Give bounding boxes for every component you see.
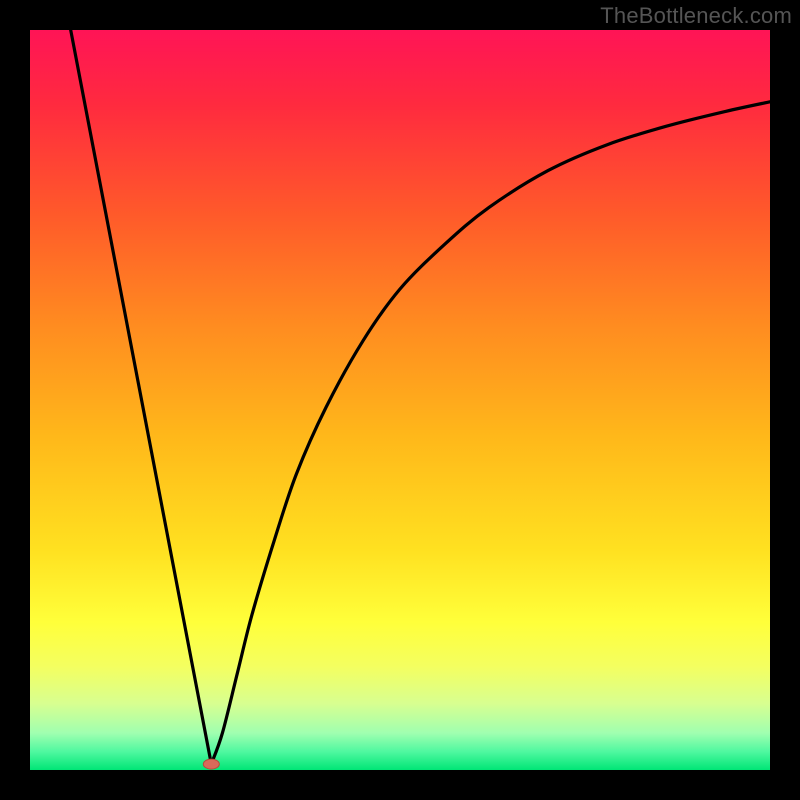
watermark-text: TheBottleneck.com [600,3,792,29]
bottleneck-chart [0,0,800,800]
optimal-point-marker [203,759,219,769]
